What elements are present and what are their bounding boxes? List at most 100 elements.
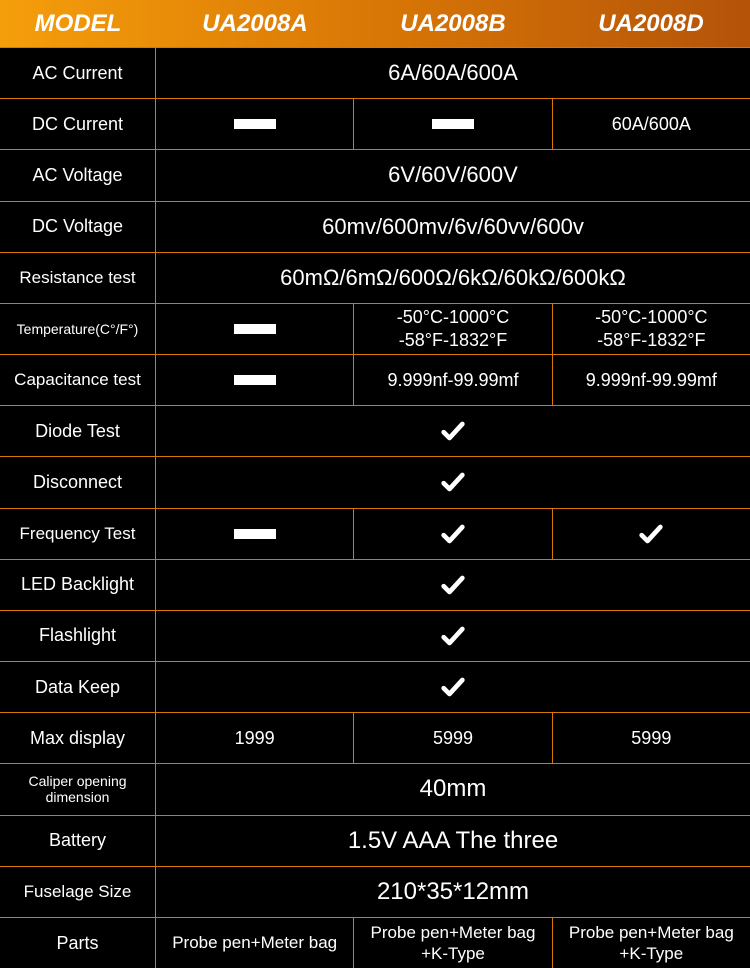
table-row: DC Current 60A/600A xyxy=(0,99,750,150)
data-cell: -50°C-1000°C-58°F-1832°F xyxy=(553,304,750,354)
row-label: Max display xyxy=(0,713,156,763)
model-col-d: UA2008D xyxy=(552,0,750,47)
dash-icon xyxy=(432,119,474,129)
span-cell: 6V/60V/600V xyxy=(156,150,750,200)
table-row: PartsProbe pen+Meter bagProbe pen+Meter … xyxy=(0,918,750,968)
check-icon xyxy=(439,622,467,650)
data-area: 60mv/600mv/6v/60vv/600v xyxy=(156,202,750,252)
row-label: Temperature(C°/F°) xyxy=(0,304,156,354)
data-cell xyxy=(156,99,354,149)
check-icon xyxy=(439,468,467,496)
span-cell: 210*35*12mm xyxy=(156,867,750,917)
dash-icon xyxy=(234,529,276,539)
table-row: LED Backlight xyxy=(0,560,750,611)
data-area: 60mΩ/6mΩ/600Ω/6kΩ/60kΩ/600kΩ xyxy=(156,253,750,303)
data-cell: 5999 xyxy=(553,713,750,763)
row-label: DC Voltage xyxy=(0,202,156,252)
span-cell: 60mΩ/6mΩ/600Ω/6kΩ/60kΩ/600kΩ xyxy=(156,253,750,303)
data-area xyxy=(156,406,750,456)
model-col-b: UA2008B xyxy=(354,0,552,47)
table-row: Frequency Test xyxy=(0,509,750,560)
dash-icon xyxy=(234,119,276,129)
row-label: Battery xyxy=(0,816,156,866)
data-cell: Probe pen+Meter bag xyxy=(156,918,354,968)
data-cell: 5999 xyxy=(354,713,552,763)
data-area: 60A/600A xyxy=(156,99,750,149)
row-label: Capacitance test xyxy=(0,355,156,405)
table-row: Capacitance test9.999nf-99.99mf9.999nf-9… xyxy=(0,355,750,406)
data-cell: Probe pen+Meter bag+K-Type xyxy=(354,918,552,968)
span-cell: 40mm xyxy=(156,764,750,814)
row-label: Disconnect xyxy=(0,457,156,507)
check-icon xyxy=(439,571,467,599)
row-label: Data Keep xyxy=(0,662,156,712)
data-area xyxy=(156,611,750,661)
data-cell xyxy=(156,355,354,405)
data-cell: 1999 xyxy=(156,713,354,763)
data-area: Probe pen+Meter bagProbe pen+Meter bag+K… xyxy=(156,918,750,968)
dash-icon xyxy=(234,375,276,385)
span-cell xyxy=(156,611,750,661)
table-row: AC Current6A/60A/600A xyxy=(0,48,750,99)
table-row: Max display199959995999 xyxy=(0,713,750,764)
data-area: 6A/60A/600A xyxy=(156,48,750,98)
row-label: Fuselage Size xyxy=(0,867,156,917)
data-area xyxy=(156,457,750,507)
data-area xyxy=(156,560,750,610)
table-row: Data Keep xyxy=(0,662,750,713)
row-label: Flashlight xyxy=(0,611,156,661)
span-cell: 1.5V AAA The three xyxy=(156,816,750,866)
row-label: AC Current xyxy=(0,48,156,98)
table-row: Flashlight xyxy=(0,611,750,662)
data-area xyxy=(156,662,750,712)
row-label: Caliper opening dimension xyxy=(0,764,156,814)
data-cell: 60A/600A xyxy=(553,99,750,149)
span-cell xyxy=(156,662,750,712)
dash-icon xyxy=(234,324,276,334)
check-icon xyxy=(439,417,467,445)
model-col-a: UA2008A xyxy=(156,0,354,47)
table-row: Temperature(C°/F°)-50°C-1000°C-58°F-1832… xyxy=(0,304,750,355)
data-cell xyxy=(156,509,354,559)
data-area: 40mm xyxy=(156,764,750,814)
header-label: MODEL xyxy=(0,0,156,47)
table-row: Fuselage Size210*35*12mm xyxy=(0,867,750,918)
data-cell xyxy=(354,99,552,149)
data-area: 6V/60V/600V xyxy=(156,150,750,200)
table-row: Battery1.5V AAA The three xyxy=(0,816,750,867)
data-area: 1.5V AAA The three xyxy=(156,816,750,866)
row-label: LED Backlight xyxy=(0,560,156,610)
data-area: 9.999nf-99.99mf9.999nf-99.99mf xyxy=(156,355,750,405)
span-cell: 60mv/600mv/6v/60vv/600v xyxy=(156,202,750,252)
table-row: Disconnect xyxy=(0,457,750,508)
data-area: 210*35*12mm xyxy=(156,867,750,917)
header-row: MODEL UA2008A UA2008B UA2008D xyxy=(0,0,750,48)
row-label: AC Voltage xyxy=(0,150,156,200)
spec-table: MODEL UA2008A UA2008B UA2008D AC Current… xyxy=(0,0,750,968)
table-row: Diode Test xyxy=(0,406,750,457)
data-cell: Probe pen+Meter bag+K-Type xyxy=(553,918,750,968)
span-cell: 6A/60A/600A xyxy=(156,48,750,98)
data-cell: 9.999nf-99.99mf xyxy=(354,355,552,405)
check-icon xyxy=(439,673,467,701)
data-cell: 9.999nf-99.99mf xyxy=(553,355,750,405)
span-cell xyxy=(156,406,750,456)
data-cell xyxy=(553,509,750,559)
data-area: -50°C-1000°C-58°F-1832°F-50°C-1000°C-58°… xyxy=(156,304,750,354)
table-row: DC Voltage60mv/600mv/6v/60vv/600v xyxy=(0,202,750,253)
row-label: Parts xyxy=(0,918,156,968)
data-area xyxy=(156,509,750,559)
data-area: 199959995999 xyxy=(156,713,750,763)
span-cell xyxy=(156,457,750,507)
row-label: Resistance test xyxy=(0,253,156,303)
check-icon xyxy=(637,520,665,548)
table-row: Caliper opening dimension40mm xyxy=(0,764,750,815)
row-label: Diode Test xyxy=(0,406,156,456)
row-label: DC Current xyxy=(0,99,156,149)
data-cell: -50°C-1000°C-58°F-1832°F xyxy=(354,304,552,354)
table-row: AC Voltage6V/60V/600V xyxy=(0,150,750,201)
span-cell xyxy=(156,560,750,610)
data-cell xyxy=(156,304,354,354)
check-icon xyxy=(439,520,467,548)
data-cell xyxy=(354,509,552,559)
